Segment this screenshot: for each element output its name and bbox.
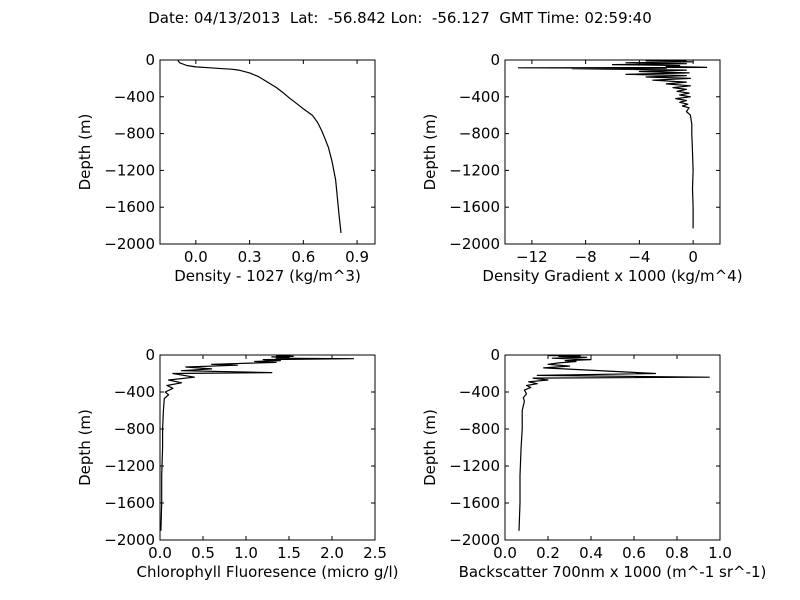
backscatter-x-axis-label: Backscatter 700nm x 1000 (m^-1 sr^-1) xyxy=(459,563,767,581)
page-title: Date: 04/13/2013 Lat: -56.842 Lon: -56.1… xyxy=(148,9,652,27)
density-gradient-y-tick-label: −800 xyxy=(459,125,500,143)
backscatter-x-tick-label: 0.4 xyxy=(579,544,603,562)
backscatter-x-tick-label: 0.0 xyxy=(493,544,517,562)
density-x-tick-label: 0.0 xyxy=(184,248,208,266)
density-gradient-series-line xyxy=(517,59,708,229)
backscatter-chart: 0.0 0.2 0.4 0.6 0.8 1.0 0 −400 −800 −1200 −1600 −20… xyxy=(421,346,766,581)
density-y-tick-label: 0 xyxy=(145,51,155,69)
chlorophyll-y-tick-label: −400 xyxy=(114,383,155,401)
backscatter-plot-frame xyxy=(504,354,721,541)
density-gradient-y-tick-label: −2000 xyxy=(449,235,500,253)
density-series-line xyxy=(177,60,342,234)
density-gradient-chart: −12 −8 −4 00−400−800−1200−1600−2000Density … xyxy=(421,51,743,285)
density-y-tick-label: −800 xyxy=(114,125,155,143)
density-gradient-x-tick-label: −8 xyxy=(575,248,597,266)
density-y-axis-label: Depth (m) xyxy=(76,114,94,191)
chlorophyll-y-tick-label: −800 xyxy=(114,420,155,438)
backscatter-x-tick-label: 1.0 xyxy=(708,544,732,562)
density-y-tick-label: −1200 xyxy=(104,161,155,179)
chlorophyll-chart: 0.0 0.5 1.0 1.5 2.0 2.5 0 −400 −800 −1200 −1600 −20… xyxy=(76,346,398,581)
chlorophyll-series-line xyxy=(160,354,355,531)
density-gradient-y-tick-label: −1200 xyxy=(449,161,500,179)
backscatter-x-tick-label: 0.2 xyxy=(536,544,560,562)
density-gradient-y-tick-label: −400 xyxy=(459,88,500,106)
density-gradient-y-tick-label: 0 xyxy=(490,51,500,69)
chlorophyll-y-tick-label: 0 xyxy=(145,346,155,364)
backscatter-y-tick-label: −400 xyxy=(459,383,500,401)
chlorophyll-x-tick-label: 2.5 xyxy=(363,544,387,562)
backscatter-series-line xyxy=(518,354,710,531)
backscatter-x-tick-label: 0.6 xyxy=(622,544,646,562)
backscatter-y-tick-label: −1600 xyxy=(449,494,500,512)
density-chart: 0.0 0.3 0.6 0.9 0 −400 −800 −1200 −1600 −2000 Dens… xyxy=(76,51,376,285)
chlorophyll-y-tick-label: −1200 xyxy=(104,457,155,475)
chlorophyll-x-tick-label: 0.5 xyxy=(191,544,215,562)
density-gradient-y-axis-label: Depth (m) xyxy=(421,114,439,191)
density-gradient-plot-frame xyxy=(504,59,721,245)
chlorophyll-y-axis-label: Depth (m) xyxy=(76,409,94,486)
density-x-axis-label: Density - 1027 (kg/m^3) xyxy=(174,267,361,285)
density-y-tick-label: −2000 xyxy=(104,235,155,253)
density-gradient-y-tick-label: −1600 xyxy=(449,198,500,216)
backscatter-y-tick-label: −800 xyxy=(459,420,500,438)
density-y-tick-label: −1600 xyxy=(104,198,155,216)
density-x-tick-label: 0.3 xyxy=(238,248,262,266)
density-gradient-x-tick-label: −4 xyxy=(628,248,650,266)
chlorophyll-y-tick-label: −1600 xyxy=(104,494,155,512)
backscatter-y-axis-label: Depth (m) xyxy=(421,409,439,486)
density-gradient-x-axis-label: Density Gradient x 1000 (kg/m^4) xyxy=(482,267,742,285)
density-plot-frame xyxy=(159,59,376,245)
density-y-tick-label: −400 xyxy=(114,88,155,106)
backscatter-y-tick-label: −2000 xyxy=(449,531,500,549)
backscatter-y-tick-label: −1200 xyxy=(449,457,500,475)
backscatter-x-tick-label: 0.8 xyxy=(665,544,689,562)
density-gradient-x-tick-label: 0 xyxy=(688,248,698,266)
chlorophyll-y-tick-label: −2000 xyxy=(104,531,155,549)
density-x-tick-label: 0.6 xyxy=(291,248,315,266)
backscatter-y-tick-label: 0 xyxy=(490,346,500,364)
chlorophyll-plot-frame xyxy=(159,354,376,541)
chlorophyll-x-tick-label: 0.0 xyxy=(148,544,172,562)
density-gradient-x-tick-label: −12 xyxy=(516,248,548,266)
chlorophyll-x-tick-label: 1.5 xyxy=(277,544,301,562)
chlorophyll-x-tick-label: 1.0 xyxy=(234,544,258,562)
density-x-tick-label: 0.9 xyxy=(345,248,369,266)
chlorophyll-x-axis-label: Chlorophyll Fluoresence (micro g/l) xyxy=(137,563,399,581)
chlorophyll-x-tick-label: 2.0 xyxy=(320,544,344,562)
